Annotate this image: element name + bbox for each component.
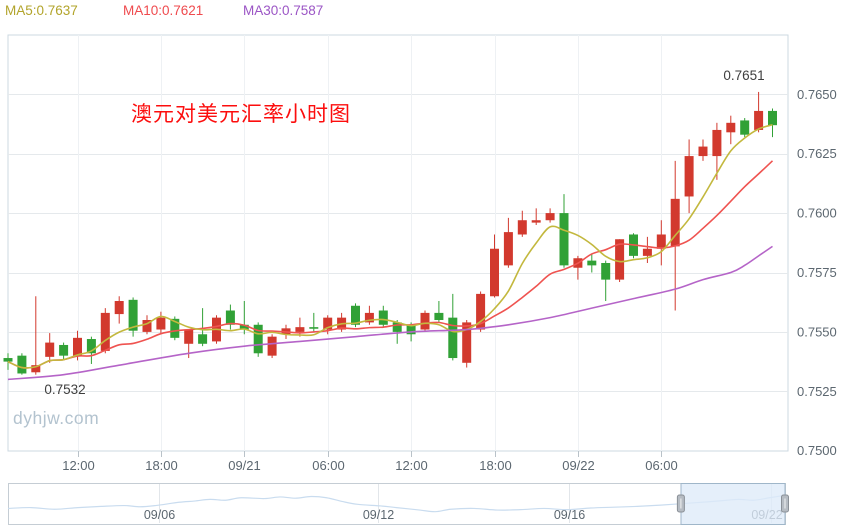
time-axis-label: 06:00 bbox=[312, 458, 345, 473]
candle bbox=[462, 320, 472, 368]
candle bbox=[545, 208, 555, 223]
candle bbox=[601, 260, 611, 302]
navigator-track[interactable] bbox=[8, 483, 786, 525]
time-axis-label: 09/21 bbox=[228, 458, 261, 473]
candle bbox=[642, 236, 652, 263]
candle bbox=[156, 311, 166, 335]
price-axis-label: 0.7500 bbox=[797, 443, 837, 458]
candle bbox=[531, 208, 541, 225]
gridlines bbox=[8, 35, 788, 451]
candle bbox=[698, 139, 708, 161]
time-axis-label: 12:00 bbox=[395, 458, 428, 473]
ma30-legend-label: MA30:0.7587 bbox=[243, 3, 324, 18]
candle bbox=[587, 253, 597, 273]
price-axis: 0.7650 0.7625 0.7600 0.7575 0.7550 0.7525 0.75… bbox=[797, 87, 837, 458]
candle bbox=[420, 310, 430, 332]
ma5-legend-label: MA5:0.7637 bbox=[5, 3, 78, 18]
time-axis: 12:00 18:00 09/21 06:00 12:00 18:00 09/22 06:00 bbox=[62, 451, 678, 473]
time-axis-label: 18:00 bbox=[479, 458, 512, 473]
candle bbox=[364, 305, 374, 325]
candle bbox=[170, 316, 180, 341]
candle bbox=[768, 108, 777, 138]
price-axis-label: 0.7575 bbox=[797, 265, 837, 280]
plot-border bbox=[7, 34, 789, 452]
candle bbox=[253, 322, 263, 357]
candle bbox=[267, 334, 277, 359]
time-axis-label: 18:00 bbox=[145, 458, 178, 473]
candle bbox=[656, 220, 666, 266]
ma10-legend-label: MA10:0.7621 bbox=[123, 3, 204, 18]
candle bbox=[100, 308, 110, 354]
navigator-handle-right[interactable] bbox=[781, 494, 789, 513]
candle bbox=[59, 342, 69, 360]
candle bbox=[684, 139, 694, 214]
time-axis-label: 12:00 bbox=[62, 458, 95, 473]
candle bbox=[392, 320, 402, 344]
price-axis-label: 0.7650 bbox=[797, 87, 837, 102]
candle bbox=[573, 255, 583, 280]
navigator-date-label: 09/06 bbox=[144, 508, 175, 522]
candle bbox=[517, 210, 527, 237]
price-axis-label: 0.7525 bbox=[797, 384, 837, 399]
candle bbox=[726, 115, 736, 145]
price-axis-label: 0.7600 bbox=[797, 206, 837, 221]
candle bbox=[17, 353, 27, 375]
candle bbox=[754, 91, 764, 133]
navigator-handle-left[interactable] bbox=[676, 494, 685, 513]
navigator-date-label: 09/12 bbox=[363, 508, 394, 522]
candle bbox=[45, 333, 55, 363]
candle bbox=[309, 312, 319, 332]
candle bbox=[434, 301, 444, 323]
ma10-line bbox=[7, 160, 774, 369]
candle bbox=[225, 304, 235, 330]
candle bbox=[378, 305, 388, 328]
site-watermark: dyhjw.com bbox=[13, 408, 100, 428]
high-price-annotation: 0.7651 bbox=[723, 68, 765, 83]
candle bbox=[712, 122, 722, 180]
price-axis-label: 0.7550 bbox=[797, 324, 837, 339]
low-price-annotation: 0.7532 bbox=[44, 382, 86, 397]
navigator-selection[interactable] bbox=[680, 483, 786, 525]
candle bbox=[448, 293, 458, 361]
candle bbox=[114, 296, 124, 324]
candle bbox=[295, 317, 305, 337]
chart-title: 澳元对美元汇率小时图 bbox=[131, 102, 351, 126]
navigator-date-label: 09/16 bbox=[554, 508, 585, 522]
price-axis-label: 0.7625 bbox=[797, 146, 837, 161]
candle bbox=[142, 315, 152, 335]
candle bbox=[31, 296, 41, 375]
ma30-line bbox=[7, 245, 773, 381]
candle bbox=[3, 353, 13, 370]
navigator-series-line bbox=[7, 494, 786, 513]
candle bbox=[503, 217, 513, 268]
candle bbox=[198, 308, 208, 347]
time-axis-label: 06:00 bbox=[645, 458, 678, 473]
candle bbox=[476, 291, 486, 332]
candles bbox=[3, 91, 777, 375]
candle bbox=[490, 234, 499, 298]
candle bbox=[128, 297, 138, 337]
time-axis-label: 09/22 bbox=[562, 458, 595, 473]
candle bbox=[615, 239, 625, 283]
ma-legend: MA5:0.7637 MA10:0.7621 MA30:0.7587 bbox=[0, 3, 847, 21]
ma5-line bbox=[7, 123, 773, 369]
candle bbox=[740, 118, 750, 138]
